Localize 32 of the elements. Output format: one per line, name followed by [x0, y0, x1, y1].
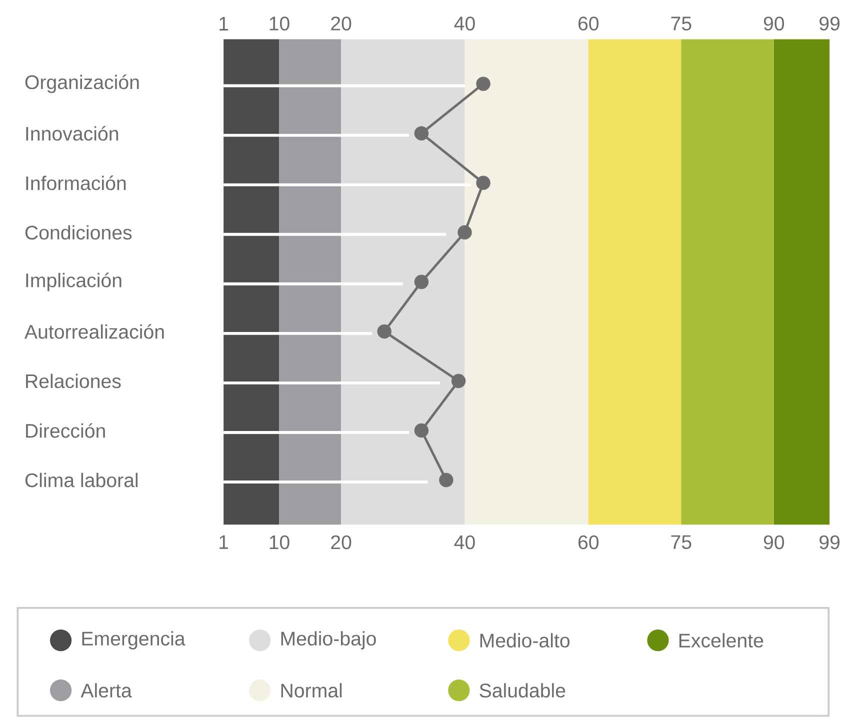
x2-tick-label: 1 — [220, 17, 228, 31]
y-tick-label: Condiciones — [25, 225, 132, 240]
y-tick-label: Organización — [25, 74, 139, 94]
x-tick-label: 75 — [671, 535, 692, 550]
legend-label: Emergencia — [82, 631, 186, 650]
x2-tick-label: 10 — [270, 16, 290, 31]
legend-label: Medio-alto — [480, 633, 570, 648]
x-tick-label: 40 — [454, 535, 475, 550]
x-tick-label: 10 — [270, 535, 290, 550]
x2-tick-label: 90 — [764, 16, 784, 31]
y-tick-label: Información — [26, 176, 126, 190]
y-tick-label: Dirección — [26, 423, 105, 438]
legend-label: Saludable — [480, 683, 566, 698]
legend-label: Normal — [281, 683, 342, 698]
legend-label: Alerta — [80, 683, 132, 698]
y-tick-label: Clima laboral — [25, 472, 138, 488]
y-tick-label: Innovación — [26, 126, 118, 141]
x2-tick-label: 60 — [578, 16, 599, 31]
y-tick-label: Autorrealización — [24, 324, 164, 339]
x-tick-label: 90 — [764, 535, 784, 550]
x2-tick-label: 99 — [820, 16, 840, 31]
y-tick-label: Implicación — [26, 272, 122, 292]
x-tick-label: 60 — [578, 535, 599, 550]
x2-tick-label: 75 — [671, 16, 692, 31]
legend-label: Medio-bajo — [281, 631, 376, 650]
x-tick-label: 99 — [820, 535, 840, 550]
x2-tick-label: 20 — [331, 16, 352, 31]
x2-tick-label: 40 — [454, 16, 475, 31]
legend-label: Excelente — [679, 633, 764, 648]
x-tick-label: 1 — [220, 535, 228, 549]
y-tick-label: Relaciones — [26, 374, 121, 388]
x-tick-label: 20 — [331, 535, 352, 550]
